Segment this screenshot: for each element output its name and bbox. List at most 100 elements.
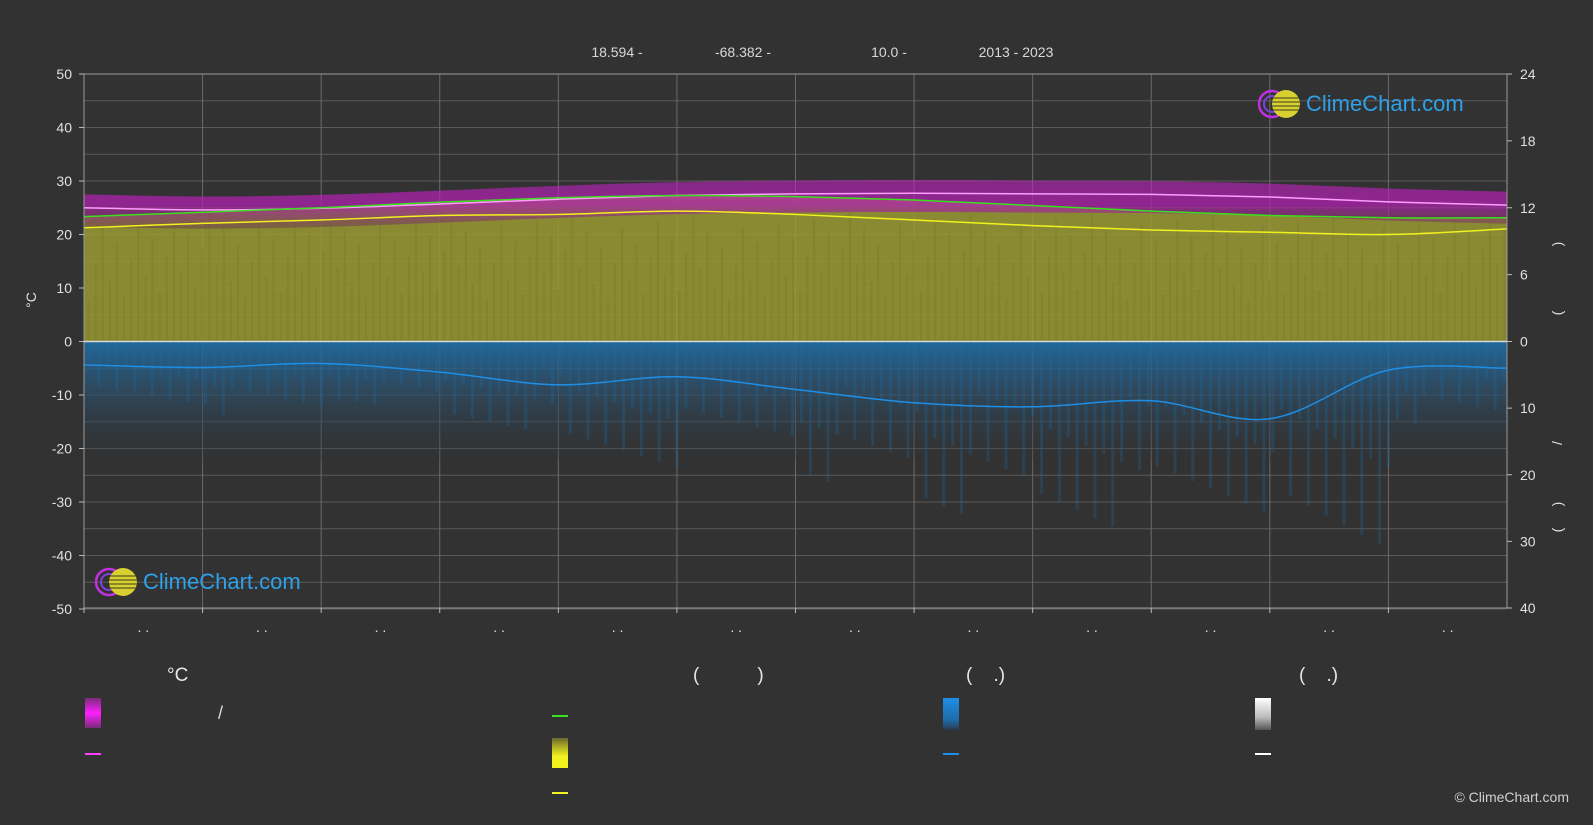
- rain-texture-bar: [248, 341, 252, 393]
- sunshine-texture-bar: [222, 228, 225, 342]
- rain-texture-bar: [657, 341, 661, 462]
- sunshine-texture-bar: [144, 275, 147, 342]
- left-tick-label: -10: [52, 387, 72, 403]
- rain-texture-bar: [808, 341, 812, 476]
- month-label: . .: [849, 619, 861, 635]
- sunshine-texture-bar: [94, 264, 97, 342]
- rain-texture-bar: [817, 341, 821, 429]
- sunshine-texture-bar: [1311, 237, 1314, 342]
- sunshine-texture-bar: [976, 266, 979, 342]
- rain-texture-bar: [426, 341, 430, 367]
- sunshine-texture-bar: [1496, 265, 1499, 342]
- rain-texture-bar: [461, 341, 465, 385]
- sunshine-texture-bar: [137, 222, 140, 342]
- rain-texture-bar: [835, 341, 839, 435]
- sunshine-texture-bar: [592, 284, 595, 342]
- sunshine-texture-bar: [713, 285, 716, 342]
- sunshine-texture-bar: [1147, 278, 1150, 342]
- rain-texture-bar: [1155, 341, 1159, 467]
- sunshine-texture-bar: [429, 235, 432, 342]
- right-axis-glyph-4: ): [1549, 502, 1565, 507]
- sunshine-texture-bar: [642, 295, 645, 342]
- left-tick-label: 10: [56, 280, 72, 296]
- rain-texture-bar: [533, 341, 537, 400]
- rain-texture-bar: [381, 341, 385, 383]
- left-tick-label: -40: [52, 548, 72, 564]
- sunshine-texture-bar: [1432, 238, 1435, 342]
- header-elevation: 10.0 -: [871, 44, 907, 60]
- logo-text: ClimeChart.com: [1306, 91, 1464, 116]
- sunshine-texture-bar: [1268, 279, 1271, 342]
- sunshine-texture-bar: [265, 276, 268, 342]
- rain-texture-bar: [444, 341, 448, 381]
- rain-texture-bar: [1342, 341, 1346, 526]
- sunshine-texture-bar: [991, 282, 994, 342]
- rain-texture-bar: [1022, 341, 1026, 477]
- legend-col3-heading: ( .): [966, 665, 1006, 686]
- sunshine-texture-bar: [180, 270, 183, 342]
- rain-texture-bar: [159, 341, 163, 373]
- right-lower-tick-label: 20: [1520, 467, 1536, 483]
- sunshine-texture-bar: [386, 277, 389, 342]
- rain-texture-bar: [488, 341, 492, 422]
- sunshine-texture-bar: [365, 298, 368, 342]
- sunshine-texture-bar: [1282, 295, 1285, 342]
- rain-texture-bar: [373, 341, 377, 405]
- sunshine-texture-bar: [550, 236, 553, 342]
- left-tick-label: 50: [56, 66, 72, 82]
- sunshine-texture-bar: [756, 243, 759, 342]
- sunshine-texture-bar: [165, 254, 168, 342]
- rain-texture-bar: [1466, 341, 1470, 375]
- right-lower-tick-label: 10: [1520, 400, 1536, 416]
- rain-texture-bar: [1173, 341, 1177, 474]
- rain-texture-bar: [1493, 341, 1497, 411]
- left-axis-label: °C: [23, 292, 39, 308]
- sunshine-texture-bar: [1247, 300, 1250, 342]
- sunshine-texture-bar: [201, 249, 204, 342]
- rain-texture-bar: [497, 341, 501, 392]
- sunshine-texture-bar: [557, 289, 560, 342]
- rain-texture-bar: [542, 341, 546, 370]
- legend-swatch-white-band: [1255, 698, 1271, 730]
- sunshine-texture-bar: [891, 260, 894, 342]
- legend-col1-heading: °C: [167, 665, 189, 686]
- rain-texture-bar: [986, 341, 990, 462]
- rain-texture-bar: [1066, 341, 1070, 438]
- sunshine-texture-bar: [507, 278, 510, 342]
- sunshine-texture-bar: [1069, 235, 1072, 342]
- rain-texture-bar: [1040, 341, 1044, 494]
- rain-texture-bar: [728, 341, 732, 384]
- header-period: 2013 - 2023: [979, 44, 1054, 60]
- left-tick-label: -50: [52, 601, 72, 617]
- sunshine-texture-bar: [372, 261, 375, 342]
- rain-texture-bar: [1031, 341, 1035, 417]
- left-tick-label: -20: [52, 441, 72, 457]
- rain-texture-bar: [1200, 341, 1204, 423]
- rain-texture-bar: [871, 341, 875, 447]
- sunshine-texture-bar: [1005, 298, 1008, 342]
- sunshine-texture-bar: [194, 286, 197, 342]
- sunshine-texture-bar: [1446, 254, 1449, 342]
- sunshine-texture-bar: [500, 225, 503, 342]
- rain-texture-bar: [942, 341, 946, 507]
- sunshine-texture-bar: [912, 239, 915, 342]
- sunshine-texture-bar: [244, 297, 247, 342]
- sunshine-texture-bar: [763, 296, 766, 342]
- sunshine-texture-bar: [614, 263, 617, 342]
- rain-texture-bar: [479, 341, 483, 388]
- rain-texture-bar: [275, 341, 279, 371]
- rain-texture-bar: [1146, 341, 1150, 406]
- rain-texture-bar: [897, 341, 901, 406]
- sunshine-texture-bar: [948, 234, 951, 342]
- rain-texture-bar: [1333, 341, 1337, 439]
- rain-texture-bar: [1431, 341, 1435, 368]
- legend-swatch-blue-band: [943, 698, 959, 730]
- sunshine-texture-bar: [1467, 233, 1470, 342]
- sunshine-texture-bar: [1254, 263, 1257, 342]
- sunshine-texture-bar: [905, 276, 908, 342]
- sunshine-texture-bar: [1382, 227, 1385, 342]
- rain-texture-bar: [1093, 341, 1097, 519]
- right-lower-tick-label: 40: [1520, 600, 1536, 616]
- sunshine-texture-bar: [1112, 283, 1115, 342]
- sunshine-texture-bar: [478, 246, 481, 342]
